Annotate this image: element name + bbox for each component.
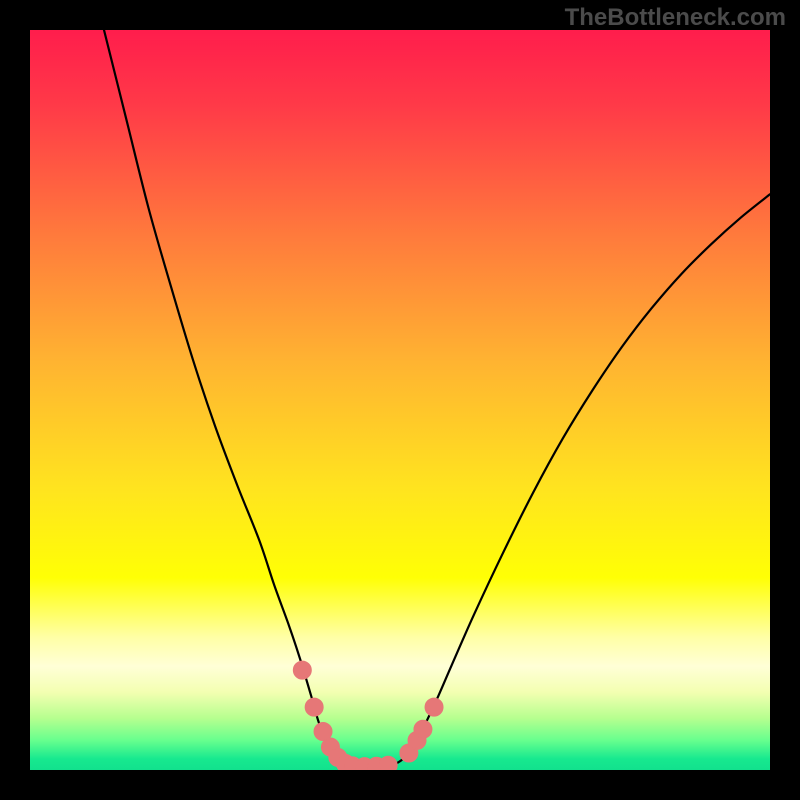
marker-group [293,661,443,770]
bottleneck-curve [104,30,770,767]
marker-point [425,698,443,716]
watermark-text: TheBottleneck.com [565,4,786,32]
marker-point [414,720,432,738]
marker-point [293,661,311,679]
plot-area [30,30,770,770]
marker-point [379,756,397,770]
plot-overlay-svg [30,30,770,770]
marker-point [305,698,323,716]
